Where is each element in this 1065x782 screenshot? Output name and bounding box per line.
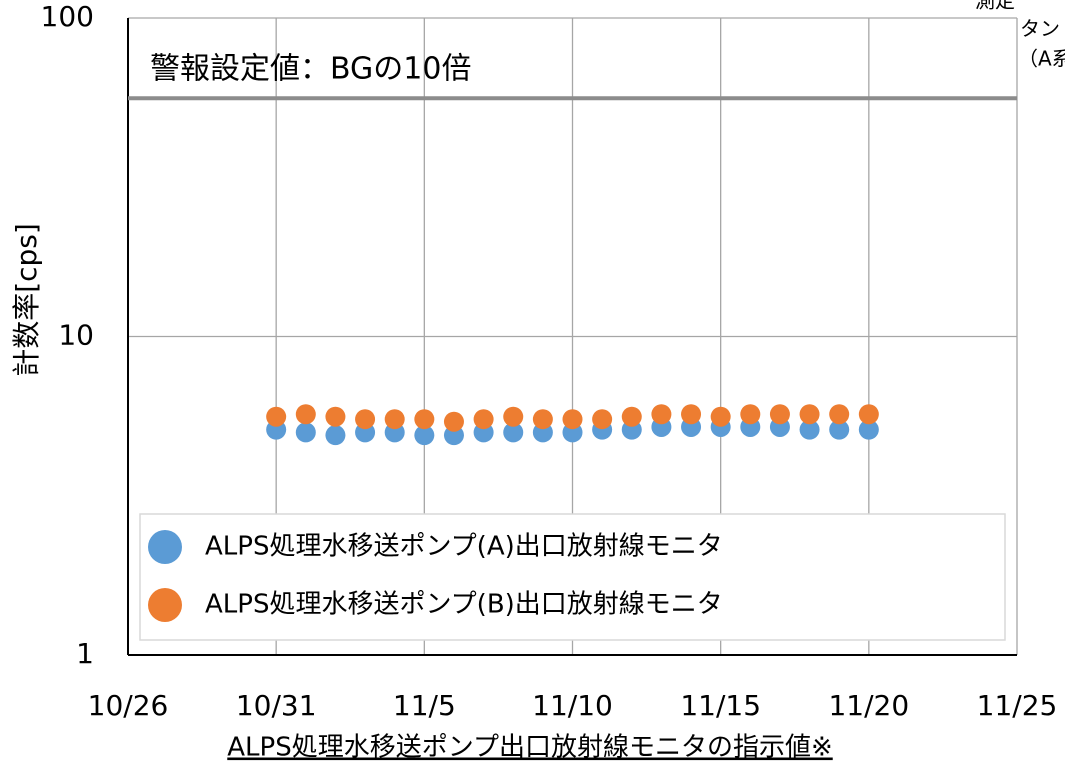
- data-point: [473, 409, 494, 430]
- data-point: [503, 422, 524, 443]
- data-point: [295, 422, 316, 443]
- data-point: [592, 409, 613, 430]
- threshold-label: 警報設定値：BGの10倍: [150, 52, 471, 87]
- y-tick-label: 1: [76, 637, 94, 670]
- data-point: [503, 406, 524, 427]
- data-point: [355, 409, 376, 430]
- x-tick-label: 11/25: [977, 689, 1058, 722]
- legend-box: [139, 513, 1006, 641]
- data-point: [829, 419, 850, 440]
- data-point: [384, 409, 405, 430]
- y-axis-label: 計数率[cps]: [10, 223, 43, 377]
- data-point: [414, 425, 435, 446]
- data-point: [740, 404, 761, 425]
- data-point: [651, 404, 672, 425]
- x-tick-label: 10/26: [88, 689, 169, 722]
- data-point: [562, 409, 583, 430]
- data-point: [325, 406, 346, 427]
- legend-label: ALPS処理水移送ポンプ(A)出口放射線モニタ: [205, 532, 723, 562]
- data-point: [621, 406, 642, 427]
- data-point: [769, 404, 790, 425]
- data-point: [681, 404, 702, 425]
- data-point: [266, 406, 287, 427]
- annotation: 測定: [975, 0, 1015, 13]
- x-tick-label: 11/15: [680, 689, 761, 722]
- data-point: [858, 404, 879, 425]
- data-point: [414, 409, 435, 430]
- data-point: [858, 419, 879, 440]
- data-point: [829, 404, 850, 425]
- x-tick-label: 10/31: [236, 689, 317, 722]
- data-point: [295, 404, 316, 425]
- y-tick-label: 100: [41, 0, 94, 33]
- data-point: [799, 419, 820, 440]
- data-point: [532, 409, 553, 430]
- x-tick-label: 11/20: [828, 689, 909, 722]
- data-point: [710, 406, 731, 427]
- chart-title: ALPS処理水移送ポンプ出口放射線モニタの指示値※: [227, 733, 832, 763]
- legend-label: ALPS処理水移送ポンプ(B)出口放射線モニタ: [205, 590, 723, 620]
- x-tick-label: 11/5: [393, 689, 456, 722]
- legend-marker: [148, 588, 182, 622]
- data-point: [443, 411, 464, 432]
- data-point: [799, 404, 820, 425]
- x-tick-label: 11/10: [532, 689, 613, 722]
- data-point: [325, 425, 346, 446]
- annotation: タン: [1020, 17, 1060, 41]
- y-tick-label: 10: [58, 319, 94, 352]
- annotation: （A系: [1018, 47, 1065, 71]
- legend-marker: [148, 530, 182, 564]
